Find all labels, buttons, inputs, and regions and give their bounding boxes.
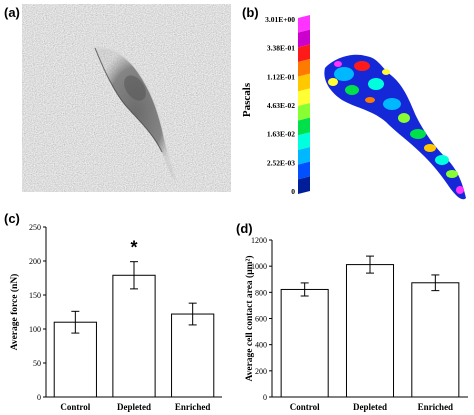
- y-tick-label: 250: [29, 223, 41, 232]
- bar-control: [280, 288, 329, 398]
- y-tick-label: 400: [255, 341, 267, 350]
- colorbar-tick-label: 2.52E-03: [267, 158, 295, 167]
- colorbar-swatch: [298, 29, 310, 48]
- panel-b: (b) 3.01E+00 3.38E-01 1.12E-01 4.63E-02 1.63…: [241, 5, 466, 200]
- y-tick-label: 600: [255, 315, 267, 324]
- y-tick-label: 100: [29, 325, 41, 334]
- colorbar-swatch: [298, 103, 310, 121]
- colorbar-tick-label: 1.63E-02: [267, 130, 295, 139]
- colorbar-swatch: [298, 59, 310, 77]
- colorbar-swatch: [298, 44, 310, 62]
- y-tick-label: 1000: [251, 262, 267, 271]
- panel-d-label: (d): [236, 221, 253, 236]
- significance-annotation: *: [130, 238, 137, 258]
- panel-a-label: (a): [4, 5, 20, 20]
- colorbar-swatch: [298, 73, 310, 92]
- bar-enriched: [171, 313, 215, 398]
- panel-a: (a): [4, 4, 231, 192]
- colorbar-swatch: [298, 117, 310, 136]
- x-category-label: Enriched: [418, 402, 454, 412]
- colorbar-tick-label: 0: [291, 187, 295, 196]
- x-category-label: Control: [60, 402, 90, 412]
- colorbar-tick-label: 4.63E-02: [267, 101, 295, 110]
- y-tick-label: 0: [37, 393, 41, 402]
- colorbar-swatch: [298, 147, 310, 165]
- panel-c-label: (c): [4, 211, 20, 226]
- bar-depleted: [112, 274, 156, 398]
- bar-depleted: [345, 264, 395, 398]
- colorbar-tick-label: 1.12E-01: [267, 72, 295, 81]
- y-tick-label: 200: [29, 257, 41, 266]
- x-category-label: Enriched: [175, 402, 211, 412]
- stress-map: [324, 54, 466, 200]
- chart-average-force: 0 50 100 150 200 250 Control Depleted * Enriched A…: [9, 223, 222, 412]
- colorbar-swatch: [298, 176, 310, 194]
- y-tick-label: 1200: [251, 236, 267, 245]
- y-tick-label: 50: [33, 359, 41, 368]
- chart-contact-area: 0 200 400 600 800 1000 1200 Control Depleted Enri…: [244, 236, 468, 412]
- bar-control: [53, 321, 97, 398]
- y-tick-label: 0: [263, 393, 267, 402]
- x-category-label: Depleted: [353, 402, 387, 412]
- bar-enriched: [411, 282, 460, 398]
- cell-shape: [94, 47, 177, 181]
- colorbar-swatch: [298, 132, 310, 150]
- y-tick-label: 150: [29, 291, 41, 300]
- y-axis-label: Average cell contact area (μm²): [244, 255, 255, 381]
- y-tick-label: 800: [255, 288, 267, 297]
- panel-b-label: (b): [242, 5, 259, 20]
- colorbar-tick-label: 3.38E-01: [267, 44, 295, 53]
- x-category-label: Control: [290, 402, 320, 412]
- colorbar-swatch: [298, 15, 310, 33]
- y-axis-label: Average force (nN): [9, 274, 20, 351]
- y-tick-label: 200: [255, 367, 267, 376]
- colorbar: 3.01E+00 3.38E-01 1.12E-01 4.63E-02 1.63E-02…: [265, 15, 310, 196]
- colorbar-axis-label: Pascals: [241, 82, 253, 117]
- x-category-label: Depleted: [117, 402, 151, 412]
- colorbar-tick-label: 3.01E+00: [265, 15, 295, 24]
- colorbar-swatch: [298, 88, 310, 106]
- colorbar-swatch: [298, 161, 310, 180]
